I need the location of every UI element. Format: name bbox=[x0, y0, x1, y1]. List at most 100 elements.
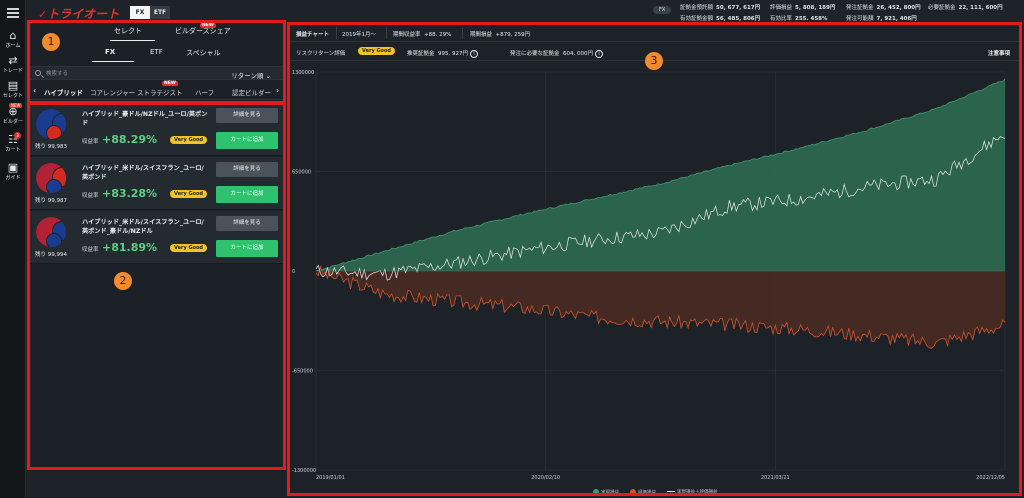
view-details-button[interactable]: 詳細を見る bbox=[216, 216, 278, 231]
chevron-right-icon[interactable]: › bbox=[276, 86, 280, 95]
guide-icon: ▣ bbox=[7, 161, 19, 174]
add-to-cart-button[interactable]: カートに追加 bbox=[216, 240, 278, 257]
top-tabs: セレクト ビルダーズシェア NEW bbox=[30, 23, 285, 40]
view-details-button[interactable]: 詳細を見る bbox=[216, 108, 278, 123]
nav-item-trade[interactable]: ⇄ トレード bbox=[2, 54, 23, 74]
sub-tabs: FX ETF スペシャル bbox=[30, 48, 285, 60]
currency-flag-icon bbox=[36, 217, 66, 247]
tab-fx[interactable]: FX bbox=[130, 6, 150, 19]
trade-icon: ⇄ bbox=[8, 54, 18, 67]
period-pl: 期間損益 +879, 259円 bbox=[470, 32, 531, 38]
search-bar: リターン順 ⌄ bbox=[30, 66, 285, 80]
info-icon[interactable]: i bbox=[470, 49, 479, 58]
series-unrealized-line bbox=[315, 265, 1006, 349]
account-item: 有効証拠金額 56, 485, 806円 bbox=[680, 16, 761, 22]
currency-flag-icon bbox=[36, 163, 66, 193]
strategy-card[interactable]: 残り 99,994 ハイブリッド_米ドル/スイスフラン_ユーロ/英ポンド_豪ドル… bbox=[30, 211, 285, 264]
strategy-title: ハイブリッド_米ドル/スイスフラン_ユーロ/英ポンド_豪ドル/NZドル bbox=[82, 219, 204, 235]
x-tick-label: 2021/03/21 bbox=[761, 475, 790, 481]
tab-select[interactable]: セレクト bbox=[114, 27, 142, 35]
rating-badge: Very Good bbox=[170, 136, 208, 144]
x-tick-label: 2019/01/01 bbox=[316, 475, 345, 481]
profit-rate: +81.89% bbox=[102, 241, 158, 254]
account-item: 証拠金預託額 50, 677, 617円 bbox=[680, 5, 761, 11]
currency-flag-icon bbox=[36, 109, 66, 139]
category-tabs: ‹ ハイブリッド コアレンジャー ストラテジスト NEW ハーフ 認定ビルダー … bbox=[30, 81, 285, 100]
risk-label: リスクリターン評価 bbox=[296, 51, 346, 57]
y-tick-label: 650000 bbox=[292, 170, 311, 176]
account-item: 発注可能額 7, 921, 406円 bbox=[846, 16, 917, 22]
period-select[interactable]: 2019年1月～ bbox=[342, 32, 376, 38]
category-strategist[interactable]: ストラテジスト bbox=[137, 89, 183, 97]
y-tick-label: -650000 bbox=[292, 369, 313, 375]
legend-total: 実現損益＋評価損益 bbox=[667, 489, 718, 495]
home-icon: ⌂ bbox=[9, 29, 17, 42]
strategy-panel: セレクト ビルダーズシェア NEW FX ETF スペシャル リターン順 ⌄ ‹… bbox=[30, 22, 285, 472]
subtab-underline bbox=[92, 61, 134, 62]
y-tick-label: 1300000 bbox=[292, 70, 314, 76]
profit-label: 収益率 bbox=[82, 139, 99, 145]
profit-rate: +83.28% bbox=[102, 187, 158, 200]
legend-swatch bbox=[667, 491, 675, 492]
tab-etf[interactable]: ETF bbox=[150, 6, 170, 19]
rating-badge: Very Good bbox=[170, 244, 208, 252]
legend-swatch bbox=[630, 489, 636, 495]
profit-rate: +88.29% bbox=[102, 133, 158, 146]
strategy-card[interactable]: 残り 99,987 ハイブリッド_米ドル/スイスフラン_ユーロ/英ポンド 収益率… bbox=[30, 157, 285, 210]
search-icon bbox=[35, 70, 41, 76]
account-item: 発注証拠金 26, 452, 800円 bbox=[846, 5, 921, 11]
category-half[interactable]: ハーフ bbox=[195, 89, 215, 97]
marker-1: 1 bbox=[42, 33, 60, 51]
cart-count-badge: 3 bbox=[14, 132, 21, 139]
chevron-left-icon[interactable]: ‹ bbox=[33, 86, 37, 95]
x-tick-label: 2020/02/10 bbox=[531, 475, 560, 481]
subtab-fx[interactable]: FX bbox=[105, 48, 116, 56]
category-certified-builder[interactable]: 認定ビルダー bbox=[232, 89, 271, 97]
chart-title: 損益チャート bbox=[296, 32, 329, 38]
notice-link[interactable]: 注意事項 bbox=[988, 51, 1011, 57]
profit-label: 収益率 bbox=[82, 247, 99, 253]
tab-builders-share[interactable]: ビルダーズシェア bbox=[175, 27, 231, 35]
subtab-special[interactable]: スペシャル bbox=[186, 49, 221, 57]
category-core-ranger[interactable]: コアレンジャー bbox=[90, 89, 136, 97]
remaining-count: 残り 99,987 bbox=[35, 198, 67, 204]
select-icon: ▤ bbox=[7, 79, 19, 92]
remaining-count: 残り 99,994 bbox=[35, 252, 67, 258]
nav-item-cart[interactable]: 3 ☷ カート bbox=[5, 132, 21, 153]
info-icon[interactable]: i bbox=[595, 49, 604, 58]
account-item: 評価損益 5, 808, 189円 bbox=[770, 5, 836, 11]
nav-item-guide[interactable]: ▣ ガイド bbox=[5, 161, 21, 181]
strategy-card[interactable]: 残り 99,983 ハイブリッド_豪ドル/NZドル_ユーロ/英ポンド 収益率 +… bbox=[30, 103, 285, 156]
add-to-cart-button[interactable]: カートに追加 bbox=[216, 132, 278, 149]
recommended-margin: 推奨証拠金 995, 927円 i bbox=[407, 49, 479, 58]
new-badge: NEW bbox=[9, 103, 23, 108]
mode-pill[interactable]: FX bbox=[653, 6, 672, 14]
category-hybrid[interactable]: ハイブリッド bbox=[44, 89, 83, 97]
chevron-down-icon: ⌄ bbox=[265, 72, 271, 80]
add-to-cart-button[interactable]: カートに追加 bbox=[216, 186, 278, 203]
side-nav: ⌂ ホーム ⇄ トレード ▤ セレクト NEW ⊕ ビルダー 3 ☷ カート ▣… bbox=[0, 0, 26, 498]
tab-underline bbox=[110, 40, 155, 41]
logo-mark-icon: ✓ bbox=[38, 8, 48, 21]
nav-item-home[interactable]: ⌂ ホーム bbox=[5, 29, 21, 49]
app-logo[interactable]: ✓トライオート bbox=[38, 7, 120, 21]
y-tick-label: 0 bbox=[292, 269, 295, 275]
remaining-count: 残り 99,983 bbox=[35, 144, 67, 150]
series-unrealized-area bbox=[316, 266, 1005, 349]
divider bbox=[462, 27, 463, 39]
nav-item-builder[interactable]: NEW ⊕ ビルダー bbox=[2, 103, 23, 125]
legend-swatch bbox=[593, 489, 599, 495]
search-input[interactable] bbox=[46, 69, 156, 79]
hamburger-menu-icon[interactable] bbox=[7, 8, 19, 18]
chart-header: 損益チャート 2019年1月～ 期間収益率 +88. 29% 期間損益 +879… bbox=[290, 24, 1020, 42]
rating-badge: Very Good bbox=[170, 190, 208, 198]
nav-item-select[interactable]: ▤ セレクト bbox=[2, 79, 23, 99]
account-item: 有効比率 255. 458% bbox=[770, 16, 828, 22]
sort-select[interactable]: リターン順 ⌄ bbox=[231, 72, 271, 80]
subtab-etf[interactable]: ETF bbox=[150, 48, 163, 56]
view-details-button[interactable]: 詳細を見る bbox=[216, 162, 278, 177]
marker-3: 3 bbox=[645, 52, 663, 70]
cart-icon: ☷ bbox=[8, 133, 18, 146]
marker-2: 2 bbox=[114, 272, 132, 290]
